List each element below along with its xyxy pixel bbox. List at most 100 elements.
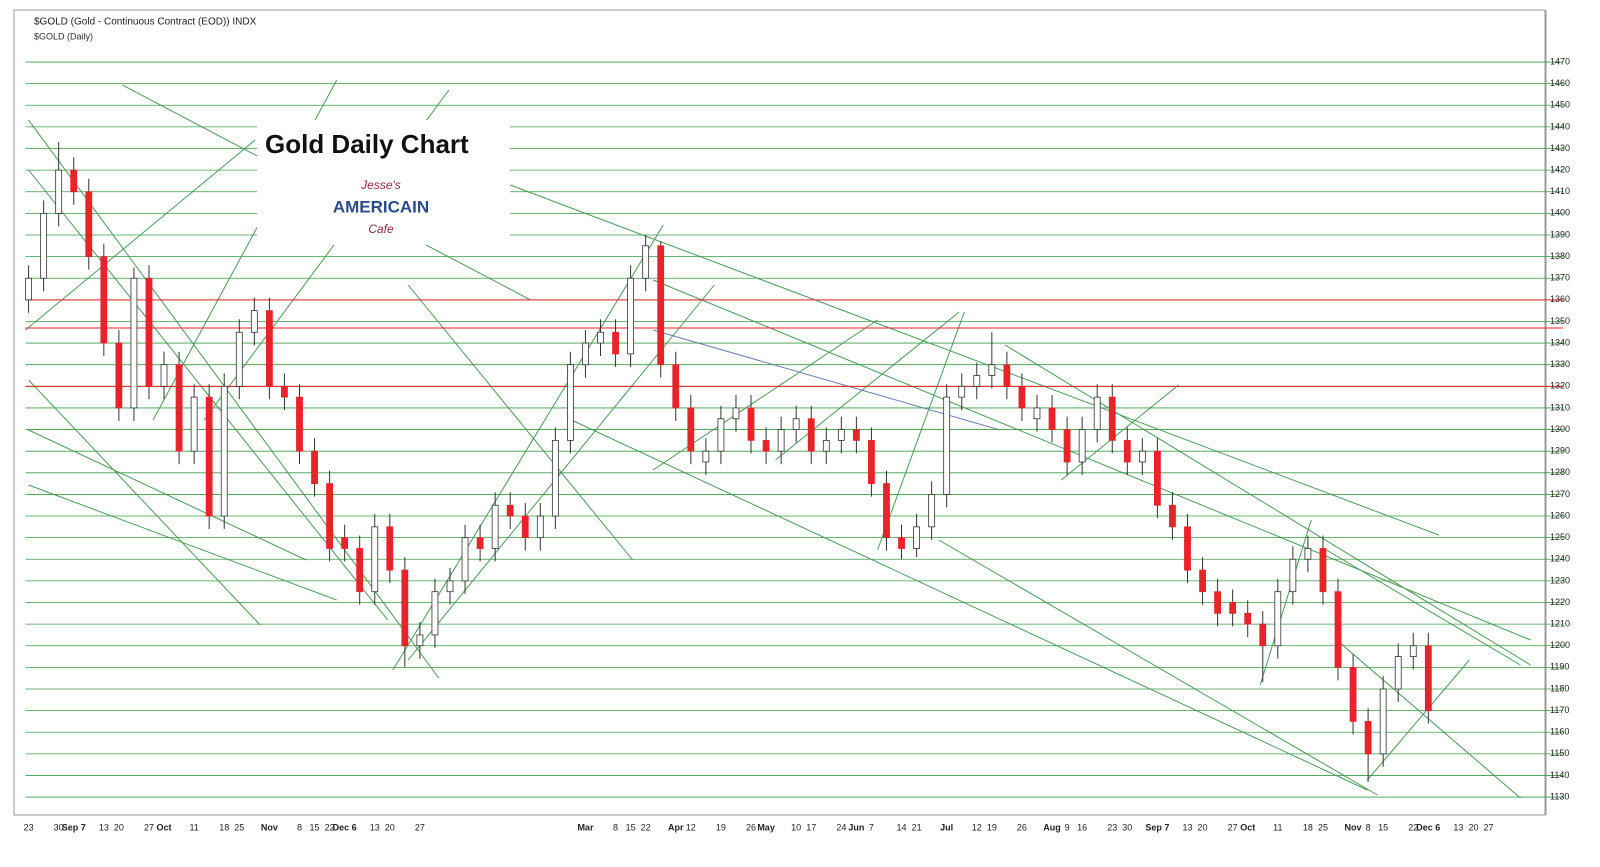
- y-tick-label: 1410: [1550, 186, 1570, 196]
- x-tick-label: 30: [1122, 822, 1132, 832]
- candle-body: [220, 385, 228, 517]
- candle-body: [1244, 612, 1252, 625]
- x-tick-label: 27: [415, 822, 425, 832]
- candle-body: [311, 450, 318, 485]
- candle-body: [461, 537, 469, 582]
- x-tick-label: 8: [1366, 822, 1371, 832]
- x-tick-label: 8: [613, 822, 618, 832]
- y-tick-label: 1300: [1550, 424, 1570, 434]
- x-tick-label: 13: [370, 822, 380, 832]
- candle-body: [958, 385, 966, 398]
- candle-body: [777, 429, 785, 452]
- candle-body: [1123, 439, 1131, 463]
- y-tick-label: 1180: [1550, 683, 1569, 693]
- candle-body: [898, 537, 905, 549]
- y-tick-label: 1370: [1550, 273, 1570, 283]
- y-tick-label: 1380: [1550, 251, 1570, 261]
- x-tick-label: 11: [189, 822, 198, 832]
- chart-title: $GOLD (Gold - Continuous Contract (EOD))…: [34, 17, 257, 28]
- candle-body: [551, 439, 559, 517]
- candle-body: [1334, 591, 1342, 668]
- x-tick-label: 20: [385, 822, 395, 832]
- logo-text: AMERICAIN: [333, 197, 429, 216]
- y-tick-label: 1320: [1550, 381, 1570, 391]
- candle-body: [612, 331, 619, 355]
- candle-body: [160, 364, 168, 387]
- candle-body: [627, 277, 635, 355]
- y-tick-label: 1350: [1550, 316, 1570, 326]
- candle-body: [1184, 526, 1191, 571]
- y-tick-label: 1250: [1550, 532, 1570, 542]
- x-tick-label: 16: [1077, 822, 1087, 832]
- candle-body: [1364, 721, 1372, 755]
- x-tick-label: 9: [1065, 822, 1070, 832]
- x-tick-label: 26: [746, 822, 756, 832]
- candle-body: [250, 310, 258, 333]
- x-tick-label: 12: [686, 822, 696, 832]
- y-tick-label: 1220: [1550, 597, 1570, 607]
- y-tick-label: 1400: [1550, 208, 1570, 218]
- x-tick-label: 18: [1303, 822, 1313, 832]
- candle-body: [1018, 385, 1026, 409]
- y-tick-label: 1340: [1550, 337, 1570, 347]
- x-tick-label: 21: [912, 822, 922, 832]
- x-tick-label: Sep 7: [1145, 822, 1169, 832]
- x-tick-label: Apr: [668, 822, 684, 832]
- x-tick-label: Aug: [1043, 822, 1061, 832]
- candle-body: [1304, 548, 1312, 560]
- candle-body: [416, 634, 424, 647]
- candle-body: [1078, 429, 1086, 463]
- candle-body: [672, 364, 680, 409]
- x-tick-label: 23: [24, 822, 34, 832]
- x-tick-label: 19: [716, 822, 726, 832]
- y-tick-label: 1140: [1550, 770, 1569, 780]
- candle-body: [1033, 407, 1041, 420]
- candle-body: [657, 245, 665, 366]
- candle-body: [506, 504, 514, 517]
- candle-body: [326, 483, 333, 549]
- candle-body: [70, 169, 78, 193]
- y-tick-label: 1460: [1550, 78, 1570, 88]
- candle-body: [1214, 591, 1222, 614]
- candle-body: [702, 450, 710, 463]
- candle-body: [1169, 504, 1176, 528]
- x-tick-label: 15: [1378, 822, 1388, 832]
- x-tick-label: Mar: [577, 822, 594, 832]
- candle-body: [1093, 396, 1101, 430]
- candle-body: [868, 439, 875, 485]
- candle-body: [973, 375, 981, 387]
- y-tick-label: 1290: [1550, 446, 1570, 456]
- candle-body: [1424, 645, 1432, 712]
- candle-body: [1379, 688, 1387, 755]
- x-tick-label: 22: [1408, 822, 1418, 832]
- y-tick-label: 1260: [1550, 510, 1570, 520]
- x-tick-label: 11: [1273, 822, 1282, 832]
- x-tick-label: 25: [234, 822, 244, 832]
- candle-body: [190, 396, 198, 452]
- candle-body: [296, 396, 303, 452]
- candle-body: [115, 342, 123, 409]
- candle-body: [913, 526, 920, 549]
- x-tick-label: 18: [219, 822, 229, 832]
- candle-body: [1108, 396, 1116, 441]
- candle-body: [265, 310, 273, 387]
- candle-body: [597, 331, 604, 344]
- candle-body: [747, 407, 755, 441]
- candle-body: [386, 526, 394, 571]
- candle-body: [536, 515, 544, 539]
- x-tick-label: 10: [791, 822, 801, 832]
- candle-body: [792, 418, 800, 430]
- candle-body: [205, 396, 213, 517]
- y-tick-label: 1440: [1550, 121, 1570, 131]
- y-tick-label: 1450: [1550, 100, 1570, 110]
- x-tick-label: 13: [1182, 822, 1192, 832]
- x-tick-label: Nov: [261, 822, 278, 832]
- x-tick-label: 20: [1468, 822, 1478, 832]
- y-tick-label: 1430: [1550, 143, 1570, 153]
- y-tick-label: 1360: [1550, 294, 1570, 304]
- candle-body: [1349, 666, 1357, 722]
- candle-body: [1394, 656, 1402, 690]
- x-tick-label: 20: [1198, 822, 1208, 832]
- x-tick-label: Oct: [1240, 822, 1255, 832]
- candle-body: [341, 537, 349, 549]
